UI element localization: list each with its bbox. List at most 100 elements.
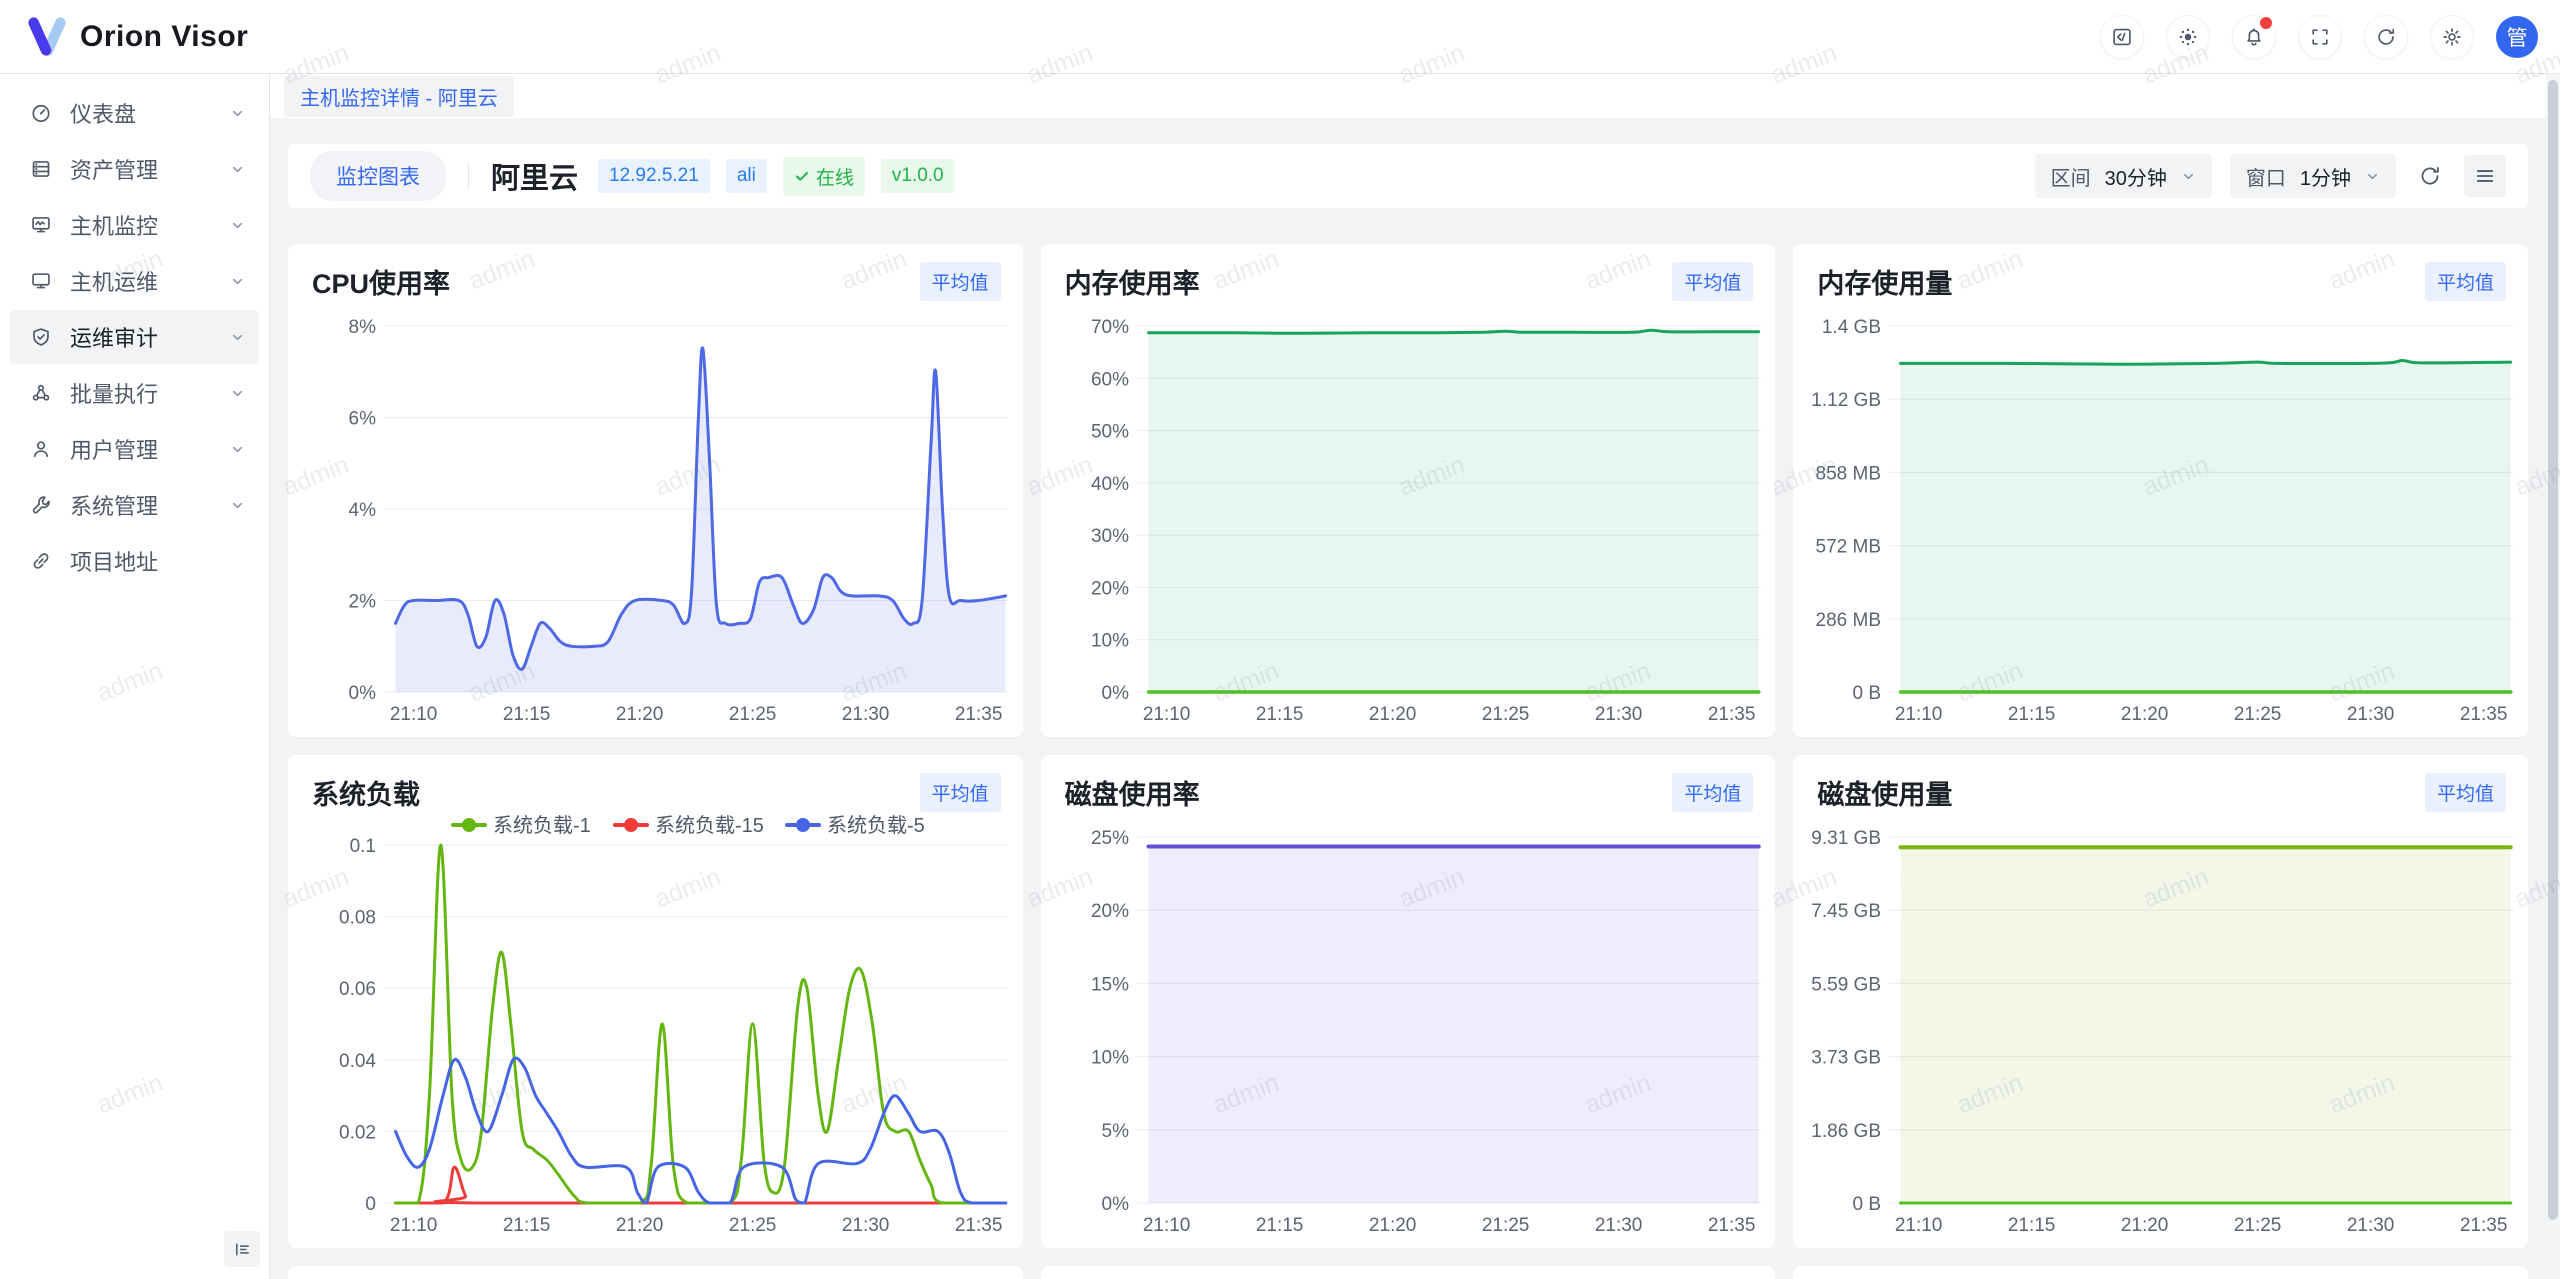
tab-bar: 主机监控详情 - 阿里云 [270, 74, 2546, 118]
x-tick-label: 21:10 [1142, 704, 1190, 725]
sidebar-item-user-mgmt[interactable]: 用户管理 [10, 422, 259, 476]
fullscreen-button[interactable] [2298, 15, 2342, 59]
host-ops-icon [30, 270, 52, 292]
scrollbar-thumb[interactable] [2548, 80, 2558, 1220]
chart-card-mem-usage-amount: 内存使用量 平均值 0 B286 MB572 MB858 MB1.12 GB1.… [1793, 244, 2528, 737]
code-button[interactable] [2100, 15, 2144, 59]
series-line [396, 845, 1006, 1203]
sidebar: 仪表盘 资产管理 主机监控 主机运维 [0, 74, 270, 1279]
y-tick-label: 60% [1091, 369, 1129, 390]
chart-title: 内存使用量 [1817, 262, 1952, 301]
x-tick-label: 21:30 [2347, 704, 2395, 725]
legend-item[interactable]: 系统负载-5 [787, 814, 925, 837]
sidebar-item-host-monitor[interactable]: 主机监控 [10, 198, 259, 252]
x-tick-label: 21:20 [616, 704, 664, 725]
sidebar-item-audit[interactable]: 运维审计 [10, 310, 259, 364]
user-avatar[interactable]: 管 [2496, 16, 2538, 58]
dashboard-icon [30, 102, 52, 124]
y-tick-label: 4% [349, 500, 377, 521]
sidebar-item-label: 运维审计 [70, 321, 212, 353]
system-mgmt-icon [30, 494, 52, 516]
series-area [1148, 330, 1758, 692]
y-tick-label: 0.08 [339, 908, 376, 929]
chart-canvas[interactable]: 0%2%4%6%8%21:1021:1521:2021:2521:3021:35 [288, 300, 1023, 730]
sidebar-item-host-ops[interactable]: 主机运维 [10, 254, 259, 308]
chart-canvas[interactable]: 0 B286 MB572 MB858 MB1.12 GB1.4 GB21:102… [1793, 300, 2528, 730]
y-tick-label: 858 MB [1816, 463, 1881, 484]
notifications-button[interactable] [2232, 15, 2276, 59]
sidebar-collapse-button[interactable] [224, 1231, 260, 1267]
y-tick-label: 9.31 GB [1812, 828, 1882, 849]
avg-value-badge[interactable]: 平均值 [1672, 773, 1753, 812]
chart-area: 0 B1.86 GB3.73 GB5.59 GB7.45 GB9.31 GB21… [1793, 811, 2528, 1241]
sidebar-item-dashboard[interactable]: 仪表盘 [10, 86, 259, 140]
y-tick-label: 0.02 [339, 1122, 376, 1143]
charts-refresh-button[interactable] [2414, 160, 2446, 192]
y-tick-label: 0% [1101, 683, 1129, 704]
avg-value-badge[interactable]: 平均值 [1672, 262, 1753, 301]
y-tick-label: 0% [1101, 1194, 1129, 1215]
y-tick-label: 10% [1091, 631, 1129, 652]
y-tick-label: 0.04 [339, 1051, 376, 1072]
host-name: 阿里云 [491, 155, 578, 197]
host-version-badge: v1.0.0 [881, 159, 955, 193]
monitor-chart-tab-button[interactable]: 监控图表 [310, 151, 446, 201]
gear-icon [2441, 26, 2463, 48]
x-tick-label: 21:20 [2121, 704, 2169, 725]
menu-lines-icon [2474, 165, 2496, 187]
x-tick-label: 21:30 [1594, 1215, 1642, 1236]
bell-icon [2243, 26, 2265, 48]
chart-canvas[interactable]: 0%5%10%15%20%25%21:1021:1521:2021:2521:3… [1041, 811, 1776, 1241]
range-select[interactable]: 区间 30分钟 [2035, 154, 2212, 198]
x-tick-label: 21:20 [1368, 704, 1416, 725]
main-content: 监控图表 阿里云 12.92.5.21 ali 在线 v1.0.0 区间 30分… [270, 118, 2546, 1279]
sidebar-item-label: 主机运维 [70, 265, 212, 297]
avg-value-badge[interactable]: 平均值 [2425, 262, 2506, 301]
avg-value-badge[interactable]: 平均值 [920, 773, 1001, 812]
chevron-down-icon [230, 218, 245, 233]
settings-button[interactable] [2430, 15, 2474, 59]
chart-canvas[interactable]: 00.020.040.060.080.121:1021:1521:2021:25… [288, 811, 1023, 1241]
range-select-value: 30分钟 [2105, 162, 2167, 191]
legend-item[interactable]: 系统负载-15 [615, 814, 764, 837]
chart-canvas[interactable]: 0%10%20%30%40%50%60%70%21:1021:1521:2021… [1041, 300, 1776, 730]
x-tick-label: 21:35 [955, 1215, 1003, 1236]
series-line [1901, 361, 2511, 365]
sidebar-item-label: 资产管理 [70, 153, 212, 185]
y-tick-label: 20% [1091, 901, 1129, 922]
theme-button[interactable] [2166, 15, 2210, 59]
sidebar-item-assets[interactable]: 资产管理 [10, 142, 259, 196]
chart-canvas[interactable]: 0 B1.86 GB3.73 GB5.59 GB7.45 GB9.31 GB21… [1793, 811, 2528, 1241]
x-tick-label: 21:25 [1481, 1215, 1529, 1236]
logo-v-icon [26, 17, 68, 57]
avg-value-badge[interactable]: 平均值 [920, 262, 1001, 301]
legend-item[interactable]: 系统负载-1 [453, 814, 591, 837]
chart-area: 0%10%20%30%40%50%60%70%21:1021:1521:2021… [1041, 300, 1776, 730]
chevron-down-icon [230, 330, 245, 345]
x-tick-label: 21:15 [1255, 1215, 1303, 1236]
avg-value-badge[interactable]: 平均值 [2425, 773, 2506, 812]
check-icon [794, 168, 810, 184]
x-tick-label: 21:25 [729, 1215, 777, 1236]
x-tick-label: 21:20 [1368, 1215, 1416, 1236]
app-logo[interactable]: Orion Visor [0, 17, 248, 57]
sidebar-item-system-mgmt[interactable]: 系统管理 [10, 478, 259, 532]
page-scrollbar[interactable] [2546, 74, 2560, 1279]
chart-card-partial [1793, 1266, 2528, 1279]
refresh-button[interactable] [2364, 15, 2408, 59]
sidebar-item-project-link[interactable]: 项目地址 [10, 534, 259, 588]
sidebar-item-label: 主机监控 [70, 209, 212, 241]
chart-area: 00.020.040.060.080.121:1021:1521:2021:25… [288, 811, 1023, 1241]
x-tick-label: 21:10 [390, 1215, 438, 1236]
chart-config-button[interactable] [2464, 155, 2506, 197]
x-tick-label: 21:10 [1142, 1215, 1190, 1236]
code-box-icon [2111, 26, 2133, 48]
window-select[interactable]: 窗口 1分钟 [2230, 154, 2396, 198]
sidebar-item-batch-exec[interactable]: 批量执行 [10, 366, 259, 420]
y-tick-label: 70% [1091, 317, 1129, 338]
x-tick-label: 21:25 [2234, 704, 2282, 725]
header-actions: 管 [2100, 15, 2560, 59]
chart-card-disk-usage-amount: 磁盘使用量 平均值 0 B1.86 GB3.73 GB5.59 GB7.45 G… [1793, 755, 2528, 1248]
legend-label: 系统负载-5 [827, 814, 925, 837]
tab-host-monitor-detail[interactable]: 主机监控详情 - 阿里云 [284, 76, 514, 117]
